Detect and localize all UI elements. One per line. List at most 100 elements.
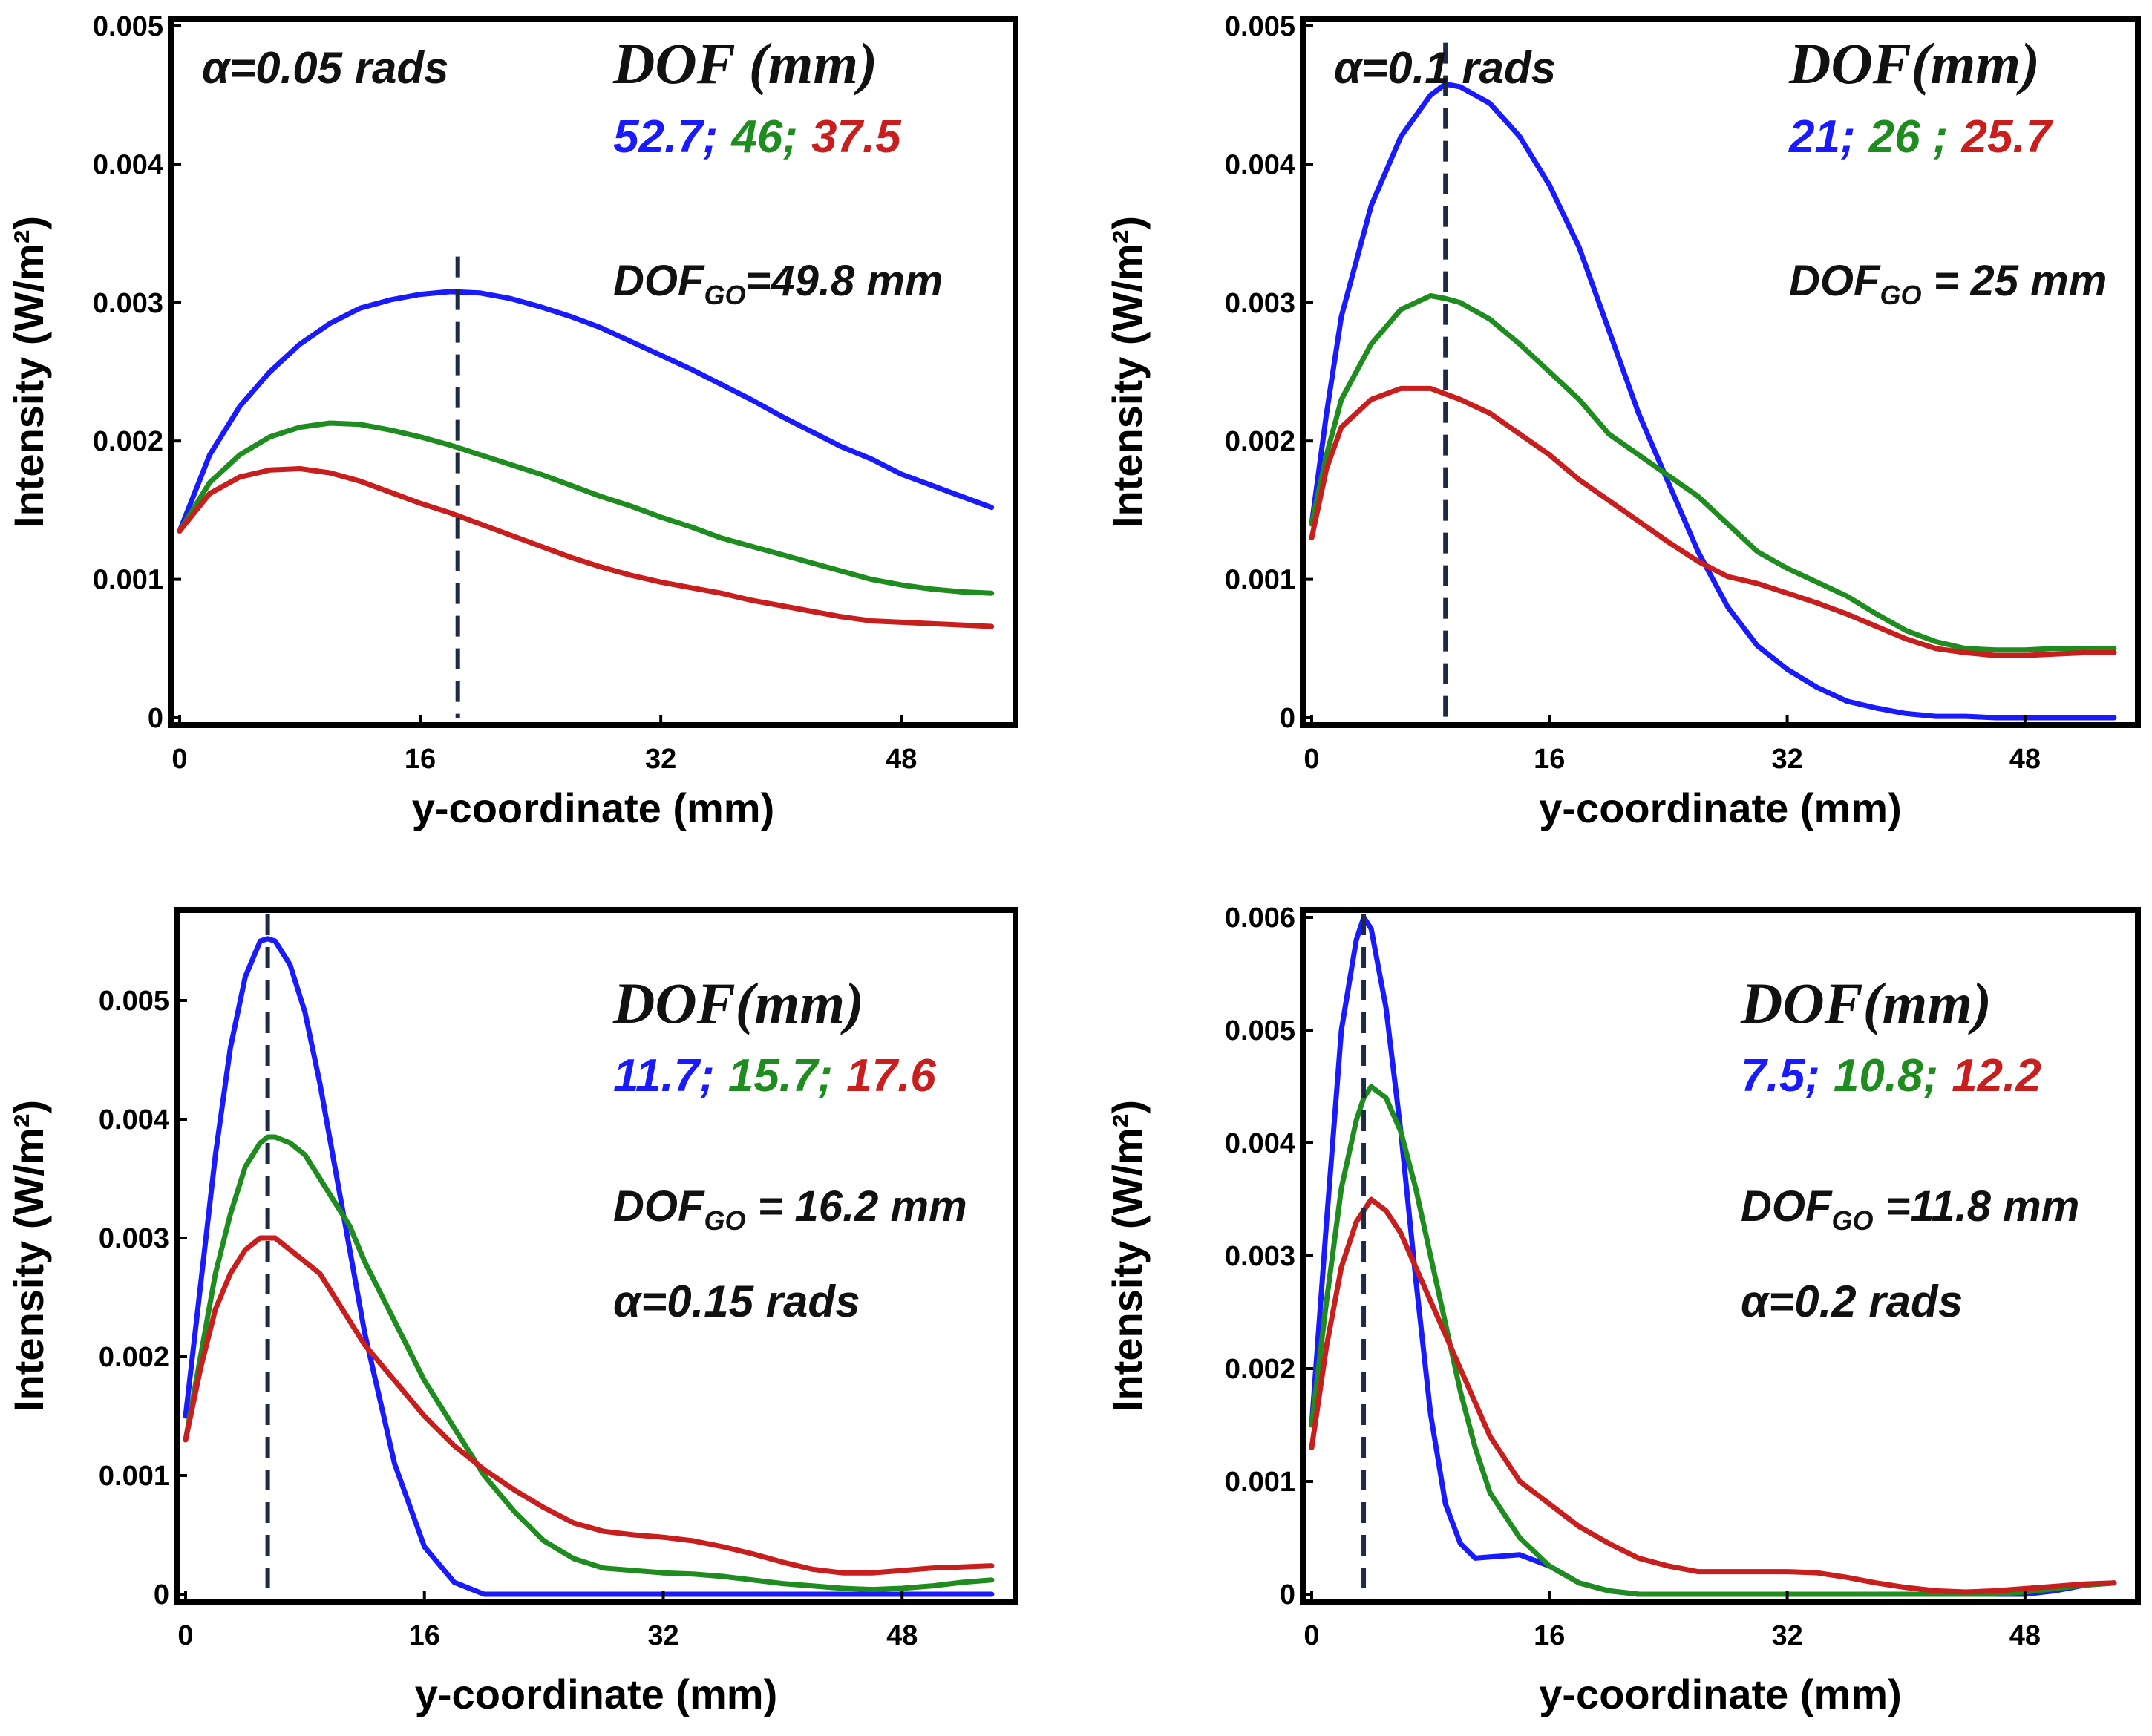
dof-value-2: 10.8;	[1834, 1050, 1938, 1101]
series-line-46	[177, 420, 995, 596]
dof-title: DOF(mm)	[1740, 971, 1992, 1035]
y-tick-label: 0.005	[1225, 1015, 1295, 1046]
dof-go-prefix: DOF	[1789, 257, 1881, 305]
x-tick-label: 0	[177, 1620, 193, 1651]
y-tick-label: 0.005	[93, 11, 163, 42]
alpha-annotation: α=0.2 rads	[1741, 1277, 1963, 1326]
dof-title: DOF(mm)	[612, 971, 864, 1035]
x-tick-label: 32	[645, 744, 676, 775]
x-axis-title: y-coordinate (mm)	[412, 785, 775, 831]
y-tick-label: 0.003	[99, 1223, 169, 1254]
dof-value-1: 52.7;	[613, 111, 718, 163]
panel-3: 0 16 32 48 0 0.001 0.002 0.003 0.004 0.005 y-coord…	[5, 907, 1018, 1717]
x-tick-label: 16	[405, 744, 436, 775]
dof-go-annotation: DOFGO =11.8 mm	[1741, 1182, 2079, 1236]
y-axis-title: Intensity (W/m²)	[1104, 216, 1151, 528]
dof-go-value: =11.8 mm	[1873, 1182, 2079, 1231]
dof-values: 52.7; 46; 37.5	[613, 111, 902, 163]
dof-values: 11.7; 15.7; 17.6	[613, 1050, 936, 1101]
x-tick-label: 48	[886, 1620, 918, 1651]
dof-value-3: 25.7	[1960, 111, 2053, 163]
y-tick-label: 0.001	[1225, 565, 1295, 596]
dof-value-1: 21;	[1788, 111, 1856, 163]
x-axis-title: y-coordinate (mm)	[415, 1671, 778, 1717]
y-tick-label: 0	[1280, 1579, 1295, 1611]
dof-value-3: 17.6	[846, 1050, 936, 1101]
x-tick-label: 0	[1304, 1620, 1319, 1651]
x-tick-label: 48	[2009, 744, 2041, 775]
panel-2: 0 16 32 48 0 0.001 0.002 0.003 0.004 0.005 y-coord…	[1104, 11, 2141, 831]
x-tick-label: 32	[1771, 744, 1802, 775]
y-tick-label: 0	[1280, 703, 1295, 734]
x-axis-title: y-coordinate (mm)	[1539, 785, 1902, 831]
y-tick-label: 0.001	[93, 565, 163, 596]
x-tick-label: 0	[171, 744, 187, 775]
alpha-annotation: α=0.05 rads	[202, 43, 448, 93]
y-tick-label: 0.005	[1225, 11, 1295, 42]
dof-go-subscript: GO	[704, 1205, 745, 1236]
dof-go-value: = 16.2 mm	[745, 1182, 967, 1231]
series-line-25.7	[1309, 385, 2117, 658]
x-tick-label: 48	[886, 744, 917, 775]
x-tick-label: 16	[1534, 744, 1565, 775]
alpha-annotation: α=0.1 rads	[1334, 43, 1556, 93]
y-tick-label: 0.002	[93, 426, 163, 457]
y-tick-label: 0	[148, 703, 163, 734]
y-tick-label: 0.001	[99, 1461, 169, 1492]
y-axis-title: Intensity (W/m²)	[5, 216, 52, 528]
alpha-annotation: α=0.15 rads	[613, 1277, 860, 1326]
dof-title: DOF (mm)	[612, 31, 877, 96]
y-tick-label: 0	[154, 1579, 169, 1611]
x-tick-label: 48	[2009, 1620, 2041, 1651]
y-tick-label: 0.003	[1225, 288, 1295, 319]
y-tick-label: 0.002	[1225, 1354, 1295, 1385]
x-axis-title: y-coordinate (mm)	[1539, 1671, 1902, 1717]
series-line-15.7	[183, 1134, 995, 1593]
y-tick-label: 0.004	[1225, 1128, 1295, 1159]
dof-value-1: 11.7;	[613, 1050, 715, 1101]
dof-values: 21; 26 ; 25.7	[1788, 111, 2053, 163]
series-line-26	[1309, 293, 2117, 653]
y-tick-label: 0.004	[93, 149, 163, 180]
plot-frame	[168, 16, 1018, 728]
dof-value-3: 12.2	[1952, 1050, 2041, 1101]
dof-go-subscript: GO	[1880, 280, 1921, 310]
series-line-21	[1309, 81, 2117, 721]
y-tick-label: 0.004	[99, 1104, 169, 1136]
y-tick-label: 0.001	[1225, 1467, 1295, 1498]
dof-go-annotation: DOFGO=49.8 mm	[613, 257, 943, 310]
dof-title: DOF(mm)	[1788, 31, 2040, 96]
y-tick-label: 0.006	[1225, 903, 1295, 934]
y-tick-label: 0.003	[1225, 1241, 1295, 1272]
series-line-12.2	[1309, 1196, 2117, 1595]
dof-values: 7.5; 10.8; 12.2	[1741, 1050, 2041, 1101]
y-tick-label: 0.005	[99, 986, 169, 1017]
y-tick-label: 0.004	[1225, 149, 1295, 180]
dof-value-2: 26 ;	[1868, 111, 1949, 163]
plot-frame	[1300, 16, 2141, 728]
x-tick-label: 32	[1771, 1620, 1802, 1651]
series-line-11.7	[183, 936, 995, 1597]
dof-value-2: 15.7;	[728, 1050, 833, 1101]
dof-go-subscript: GO	[704, 280, 745, 310]
dof-value-3: 37.5	[811, 111, 902, 163]
series-line-10.8	[1309, 1084, 2117, 1597]
dof-go-value: = 25 mm	[1921, 257, 2107, 305]
dof-go-annotation: DOFGO = 25 mm	[1789, 257, 2107, 310]
dof-go-prefix: DOF	[613, 1182, 705, 1231]
dof-go-subscript: GO	[1831, 1205, 1873, 1236]
dof-go-annotation: DOFGO = 16.2 mm	[613, 1182, 967, 1236]
dof-value-1: 7.5;	[1741, 1050, 1820, 1101]
dof-go-prefix: DOF	[1741, 1182, 1833, 1231]
x-tick-label: 32	[647, 1620, 678, 1651]
x-tick-label: 16	[409, 1620, 440, 1651]
panel-4: 0 16 32 48 0 0.001 0.002 0.003 0.004 0.005 0.006 y-…	[1104, 903, 2141, 1717]
panel-1: 0 16 32 48 0 0.001 0.002 0.003 0.004 0.005 y-coord…	[5, 11, 1018, 831]
x-tick-label: 0	[1304, 744, 1319, 775]
plot-frame	[174, 907, 1018, 1605]
series-line-17.6	[183, 1235, 995, 1576]
dof-go-value: =49.8 mm	[745, 257, 943, 305]
y-tick-label: 0.002	[99, 1342, 169, 1373]
y-axis-title: Intensity (W/m²)	[5, 1100, 52, 1412]
